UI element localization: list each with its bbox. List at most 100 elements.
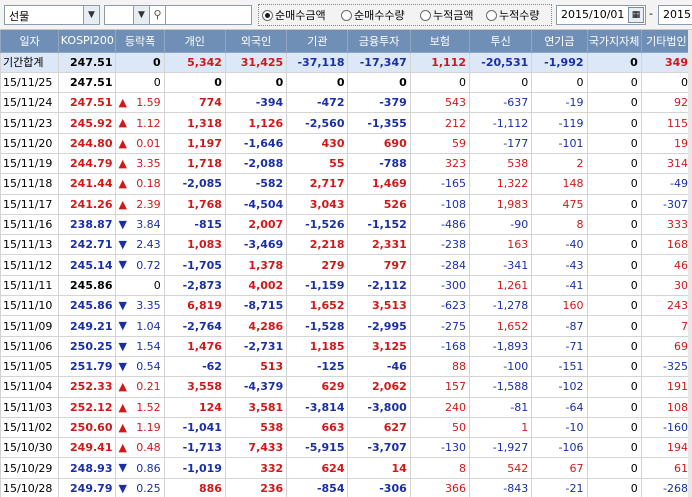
value-cell: -1,278 (468, 295, 533, 317)
table-row[interactable]: 15/11/24 247.51 1.59 ▲ 774 -394 -472 -379 543 -63… (0, 92, 692, 114)
column-header[interactable]: 국가지자체 (586, 30, 642, 53)
table-row[interactable]: 15/10/28 249.79 0.25 ▼ 886 236 -854 -306 366 -843… (0, 478, 692, 497)
table-row[interactable]: 15/11/11 245.86 0 -2,873 4,002 -1,159 -2,112 -3… (0, 275, 692, 297)
table-row[interactable]: 15/11/09 249.21 1.04 ▼ -2,764 4,286 -1,528 -2,9… (0, 315, 692, 337)
column-header[interactable]: 기관 (286, 30, 349, 53)
value-cell: 240 (409, 397, 471, 418)
vertical-scrollbar[interactable] (688, 30, 692, 497)
column-header[interactable]: 외국인 (224, 30, 288, 53)
value-cell: -130 (409, 437, 471, 459)
down-triangle-icon: ▼ (118, 461, 127, 475)
radio-unselected-icon[interactable] (420, 9, 431, 21)
value-cell: -325 (640, 356, 692, 378)
date-cell: 15/11/16 (0, 214, 60, 236)
table-row[interactable]: 15/11/06 250.25 1.54 ▼ 1,476 -2,731 1,185 3,125… (0, 336, 692, 357)
chevron-down-icon[interactable]: ▼ (133, 6, 149, 24)
table-row[interactable]: 15/11/19 244.79 3.35 ▲ 1,718 -2,088 55 -788 323 5… (0, 153, 692, 175)
table-row[interactable]: 15/11/04 252.33 0.21 ▲ 3,558 -4,379 629 2,062 15… (0, 376, 692, 398)
column-header[interactable]: 투신 (468, 30, 533, 53)
column-header[interactable]: 개인 (163, 30, 226, 53)
change-cell: 3.35 ▲ (115, 153, 165, 175)
chevron-down-icon[interactable]: ▼ (83, 6, 99, 24)
column-header[interactable]: 금융투자 (347, 30, 411, 53)
table-row[interactable]: 15/11/23 245.92 1.12 ▲ 1,318 1,126 -2,560 -1,35… (0, 112, 692, 134)
down-triangle-icon: ▼ (118, 217, 127, 231)
table-row[interactable]: 15/11/10 245.86 3.35 ▼ 6,819 -8,715 1,652 3,513… (0, 295, 692, 317)
date-cell: 15/11/24 (0, 92, 60, 114)
table-row[interactable]: 15/11/12 245.14 0.72 ▼ -1,705 1,378 279 797 -284… (0, 254, 692, 276)
table-row[interactable]: 15/11/03 252.12 1.52 ▲ 124 3,581 -3,814 -3,800 2… (0, 397, 692, 418)
kospi-cell: 250.60 (58, 417, 117, 439)
value-cell: 1,318 (163, 112, 226, 134)
date-from-field[interactable]: 2015/10/01 ▦ (556, 5, 646, 25)
table-row[interactable]: 15/10/30 249.41 0.48 ▲ -1,713 7,433 -5,915 -3,7… (0, 437, 692, 459)
table-row[interactable]: 15/11/17 241.26 2.39 ▲ 1,768 -4,504 3,043 526 -1… (0, 194, 692, 215)
date-to-field[interactable]: 2015 (658, 5, 692, 25)
table-row[interactable]: 15/11/20 244.80 0.01 ▲ 1,197 -1,646 430 690 59 -1… (0, 133, 692, 154)
table-row[interactable]: 15/11/16 238.87 3.84 ▼ -815 2,007 -1,526 -1,152… (0, 214, 692, 236)
up-triangle-icon: ▲ (118, 136, 127, 150)
column-header[interactable]: 연기금 (531, 30, 588, 53)
value-cell: 690 (347, 133, 411, 154)
radio-unselected-icon[interactable] (486, 9, 497, 21)
change-cell: 0.18 ▲ (115, 173, 165, 195)
change-cell: 1.59 ▲ (115, 92, 165, 114)
search-icon[interactable]: ⚲ (150, 5, 166, 25)
table-row-total[interactable]: 기간합계 247.51 0 5,342 31,425 -37,118 -17,347 1,11… (0, 52, 692, 73)
column-header[interactable]: KOSPI200 (58, 30, 117, 53)
value-cell: 191 (640, 376, 692, 398)
kospi-cell: 245.86 (58, 275, 117, 297)
table-row[interactable]: 15/11/25 247.51 0 0 0 0 0 0 0 0 0 0 (0, 72, 692, 94)
date-from-value: 2015/10/01 (561, 8, 625, 21)
radio-selected-icon[interactable] (262, 9, 273, 21)
column-header[interactable]: 보험 (409, 30, 471, 53)
change-cell: 1.12 ▲ (115, 112, 165, 134)
radio-net-buy-amount[interactable]: 순매수금액 (262, 8, 326, 22)
value-cell: 0 (586, 133, 642, 154)
value-cell: 0 (586, 92, 642, 114)
change-cell: 3.84 ▼ (115, 214, 165, 236)
date-cell: 15/11/17 (0, 194, 60, 215)
column-header[interactable]: 기타법인 (640, 30, 692, 53)
radio-unselected-icon[interactable] (341, 9, 352, 21)
kospi-cell: 244.80 (58, 133, 117, 154)
value-cell: -8,715 (224, 295, 288, 317)
value-cell: 5,342 (163, 52, 226, 73)
radio-net-buy-qty[interactable]: 순매수수량 (341, 8, 405, 22)
value-cell: 0 (586, 336, 642, 357)
value-cell: 108 (640, 397, 692, 418)
date-cell: 15/11/06 (0, 336, 60, 357)
market-select[interactable]: 선물 ▼ (4, 5, 100, 25)
table-row[interactable]: 15/11/18 241.44 0.18 ▲ -2,085 -582 2,717 1,469-… (0, 173, 692, 195)
table-row[interactable]: 15/11/05 251.79 0.54 ▼ -62 513 -125 -46 88 -100 -1… (0, 356, 692, 378)
value-cell: 0 (586, 397, 642, 418)
table-body: 기간합계 247.51 0 5,342 31,425 -37,118 -17,347 1,11… (0, 52, 692, 497)
value-cell: 8 (409, 457, 471, 479)
change-cell: 0.86 ▼ (115, 457, 165, 479)
date-cell: 15/11/02 (0, 417, 60, 439)
table-header-row: 일자 KOSPI200 등락폭 개인 외국인 기관 금융투자 보험 투신 연기금 국가지자체 기타법인 (0, 30, 692, 53)
down-triangle-icon: ▼ (118, 299, 127, 313)
table-row[interactable]: 15/11/13 242.71 2.43 ▼ 1,083 -3,469 2,218 2,331… (0, 234, 692, 256)
value-cell: -2,764 (163, 315, 226, 337)
column-header[interactable]: 일자 (0, 30, 60, 53)
value-cell: 0 (586, 356, 642, 378)
radio-cum-qty[interactable]: 누적수량 (486, 8, 539, 22)
value-cell: 88 (409, 356, 471, 378)
value-cell: 2,007 (224, 214, 288, 236)
value-cell: -1,355 (347, 112, 411, 134)
radio-cum-amount[interactable]: 누적금액 (420, 8, 473, 22)
value-cell: 7 (640, 315, 692, 337)
value-cell: 543 (409, 92, 471, 114)
change-cell: 1.52 ▲ (115, 397, 165, 418)
value-cell: -268 (640, 478, 692, 497)
column-header[interactable]: 등락폭 (115, 30, 165, 53)
table-row[interactable]: 15/11/02 250.60 1.19 ▲ -1,041 538 663 627 50 1 -10… (0, 417, 692, 439)
value-cell: 2,062 (347, 376, 411, 398)
change-cell: 2.39 ▲ (115, 194, 165, 215)
search-input[interactable] (166, 5, 252, 25)
calendar-icon[interactable]: ▦ (628, 7, 644, 23)
value-cell: 542 (468, 457, 533, 479)
code-select[interactable]: ▼ (104, 5, 150, 25)
table-row[interactable]: 15/10/29 248.93 0.86 ▼ -1,019 332 624 14 8 542 67 0… (0, 457, 692, 479)
